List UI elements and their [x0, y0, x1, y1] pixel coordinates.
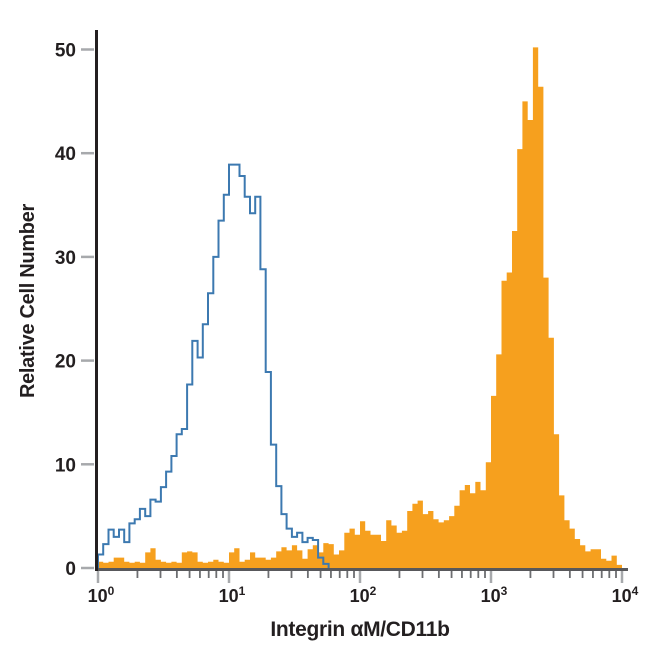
y-axis-line: [95, 30, 98, 571]
y-tick-label: 30: [55, 248, 76, 269]
y-tick-label: 50: [55, 41, 76, 62]
orange-filled-histogram: [98, 47, 622, 568]
x-tick-label: 100: [88, 584, 115, 606]
x-tick-label: 102: [350, 584, 377, 606]
y-tick-label: 20: [55, 352, 76, 373]
x-tick-label: 101: [219, 584, 246, 606]
x-axis-title: Integrin αM/CD11b: [270, 618, 450, 641]
y-tick-label: 0: [65, 559, 76, 580]
y-tick-label: 40: [55, 144, 76, 165]
x-axis-line: [95, 568, 628, 571]
blue-open-histogram: [97, 163, 330, 568]
x-tick-label: 104: [612, 584, 639, 606]
x-tick-label: 103: [481, 584, 508, 606]
y-tick-label: 10: [55, 455, 76, 476]
y-axis-title: Relative Cell Number: [17, 203, 39, 399]
